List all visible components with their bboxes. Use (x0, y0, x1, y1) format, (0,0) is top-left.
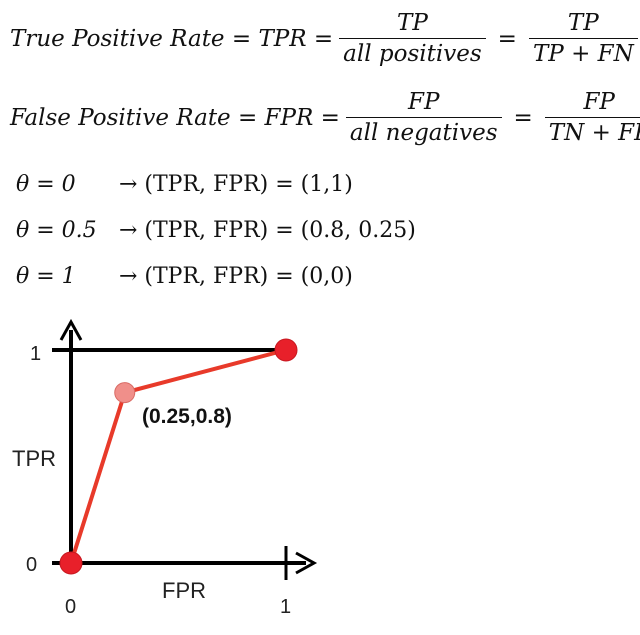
tpr-formula: True Positive Rate = TPR = TP all positi… (10, 10, 640, 67)
threshold-result: → (TPR, FPR) = (1,1) (119, 172, 353, 197)
threshold-result: → (TPR, FPR) = (0,0) (119, 264, 353, 289)
x-axis-arrowhead (295, 551, 318, 575)
roc-point (274, 338, 298, 362)
equals-sign: = (497, 25, 517, 52)
y-tick-bottom-label: 0 (26, 554, 37, 576)
threshold-row: θ = 1 → (TPR, FPR) = (0,0) (16, 264, 353, 289)
fpr-formula: False Positive Rate = FPR = FP all negat… (10, 89, 640, 146)
point-label: (0.25,0.8) (142, 405, 232, 428)
fpr-fraction-2: FP TN + FP (544, 89, 640, 146)
fpr-fraction-1-numerator: FP (407, 89, 440, 115)
fpr-fraction-1-denominator: all negatives (345, 117, 502, 146)
x-tick-left-label: 0 (65, 596, 76, 618)
equals-sign: = (513, 104, 533, 131)
tpr-fraction-2: TP TP + FN (528, 10, 638, 67)
threshold-row: θ = 0 → (TPR, FPR) = (1,1) (16, 172, 353, 197)
threshold-value: θ = 0.5 (16, 218, 97, 243)
tpr-fraction-1-denominator: all positives (339, 38, 486, 67)
y-tick-top-label: 1 (30, 343, 41, 365)
threshold-result: → (TPR, FPR) = (0.8, 0.25) (119, 218, 416, 243)
tpr-formula-lhs: True Positive Rate = TPR = (10, 25, 334, 52)
fpr-fraction-2-denominator: TN + FP (544, 117, 640, 146)
threshold-value: θ = 0 (16, 172, 76, 197)
fpr-fraction-2-numerator: FP (583, 89, 615, 115)
tpr-fraction-2-denominator: TP + FN (528, 38, 638, 67)
tpr-fraction-1: TP all positives (339, 10, 486, 67)
tpr-fraction-2-numerator: TP (567, 10, 599, 36)
threshold-row: θ = 0.5 → (TPR, FPR) = (0.8, 0.25) (16, 218, 416, 243)
tpr-fraction-1-numerator: TP (397, 10, 428, 36)
fpr-fraction-1: FP all negatives (345, 89, 502, 146)
fpr-formula-lhs: False Positive Rate = FPR = (10, 104, 340, 131)
threshold-value: θ = 1 (16, 264, 76, 289)
y-axis-label: TPR (12, 446, 56, 471)
y-axis-arrowhead (59, 318, 83, 341)
x-axis-label: FPR (162, 578, 206, 603)
roc-point (114, 382, 136, 404)
x-tick-right-label: 1 (280, 596, 291, 618)
roc-curve-line (69, 348, 287, 564)
roc-point (59, 551, 83, 575)
